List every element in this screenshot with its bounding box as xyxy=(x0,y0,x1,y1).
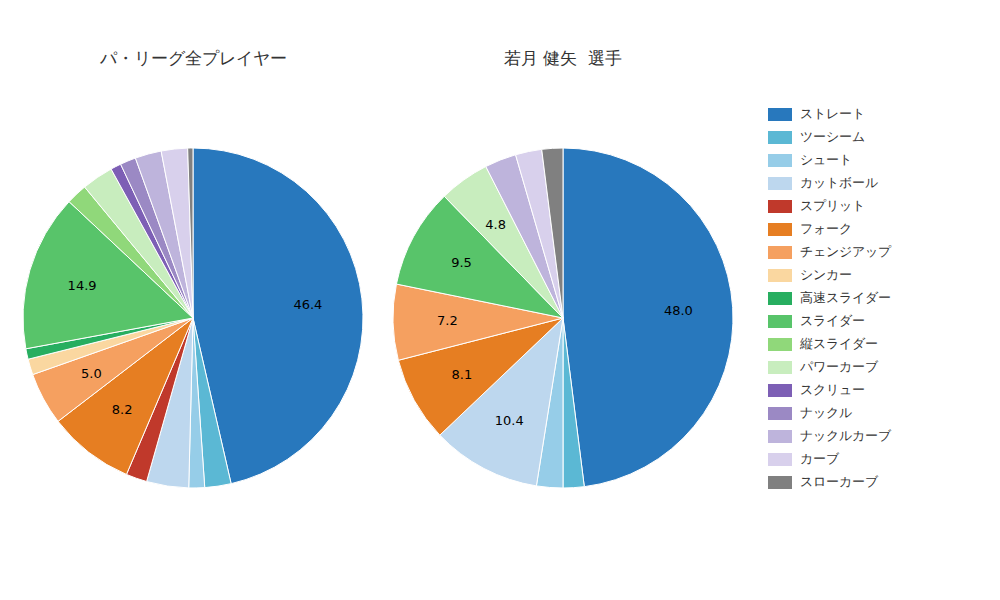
html-text:ストレート: ストレート xyxy=(800,106,865,121)
svg-text:14.9: 14.9 xyxy=(68,278,97,293)
svg-text:5.0: 5.0 xyxy=(81,366,102,381)
html-text:パ・リーグ全プレイヤー: パ・リーグ全プレイヤー xyxy=(99,48,287,68)
html-text:パワーカーブ: パワーカーブ xyxy=(800,359,878,374)
html-text:スライダー: スライダー xyxy=(800,313,865,328)
svg-text:7.2: 7.2 xyxy=(437,313,458,328)
html-text:フォーク: フォーク xyxy=(800,221,852,236)
html-text:ナックル: ナックル xyxy=(800,405,852,420)
svg-text:8.1: 8.1 xyxy=(452,367,473,382)
html-text:チェンジアップ: チェンジアップ xyxy=(800,244,891,259)
html-text:若月 健矢 選手: 若月 健矢 選手 xyxy=(503,48,623,68)
html-text:ナックルカーブ: ナックルカーブ xyxy=(800,428,891,443)
svg-text:46.4: 46.4 xyxy=(293,297,322,312)
svg-text:9.5: 9.5 xyxy=(451,255,472,270)
html-text:縦スライダー: 縦スライダー xyxy=(800,336,878,351)
html-text:シンカー: シンカー xyxy=(800,267,852,282)
html-text:スローカーブ: スローカーブ xyxy=(800,474,878,489)
html-text:スクリュー: スクリュー xyxy=(800,382,865,397)
html-text:高速スライダー: 高速スライダー xyxy=(800,290,891,305)
html-text:シュート: シュート xyxy=(800,152,852,167)
html-text:カットボール: カットボール xyxy=(800,175,878,190)
html-text:カーブ: カーブ xyxy=(800,451,839,466)
html-text:ツーシーム: ツーシーム xyxy=(800,129,865,144)
svg-text:4.8: 4.8 xyxy=(485,217,506,232)
svg-text:48.0: 48.0 xyxy=(664,303,693,318)
svg-text:10.4: 10.4 xyxy=(495,413,524,428)
html-text:スプリット: スプリット xyxy=(800,198,865,213)
svg-text:8.2: 8.2 xyxy=(112,402,133,417)
